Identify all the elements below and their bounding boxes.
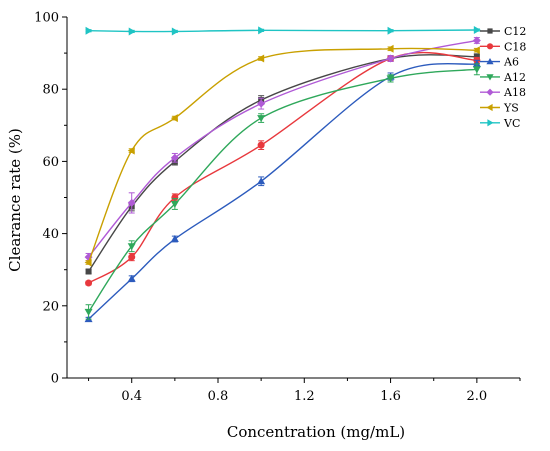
- x-tick-label: 0.8: [208, 389, 229, 404]
- data-point: [85, 268, 92, 275]
- series-line: [87, 47, 477, 263]
- data-point: [127, 198, 136, 207]
- data-point: [473, 53, 480, 60]
- series-line: [87, 68, 477, 313]
- series-a18: [84, 36, 481, 262]
- legend-label: C12: [504, 25, 526, 38]
- data-point: [85, 26, 93, 35]
- legend: C12 C18 A6 A12 A18 YS VC: [480, 25, 526, 130]
- x-tick-label: 1.6: [380, 389, 401, 404]
- axes: 0 20 40 60 80 100 0.4 0.8 1.2 1.6 2.0: [34, 11, 521, 404]
- data-point: [257, 141, 265, 149]
- legend-label: A12: [503, 71, 526, 84]
- data-point: [170, 114, 178, 123]
- legend-item-vc: VC: [480, 117, 520, 130]
- legend-item-a6: A6: [480, 56, 519, 69]
- series-line: [88, 62, 477, 320]
- legend-label: C18: [504, 40, 526, 53]
- data-point: [170, 200, 179, 208]
- legend-item-ys: YS: [480, 102, 519, 115]
- x-tick-label: 0.4: [121, 389, 142, 404]
- series-line: [88, 39, 478, 258]
- data-point: [386, 54, 395, 63]
- data-point: [84, 308, 93, 316]
- legend-marker: [486, 88, 494, 96]
- legend-label: YS: [503, 102, 519, 115]
- data-point: [473, 25, 481, 34]
- y-axis-title: Clearance rate (%): [6, 128, 24, 272]
- legend-item-a12: A12: [480, 71, 526, 84]
- data-point: [171, 194, 179, 201]
- legend-label: VC: [503, 117, 520, 130]
- data-point: [127, 274, 136, 282]
- legend-marker: [487, 119, 494, 127]
- y-tick-label: 20: [42, 299, 59, 314]
- data-point: [257, 54, 265, 63]
- series-c18: [85, 51, 481, 287]
- data-point: [171, 27, 179, 36]
- series-layer: [84, 25, 481, 323]
- x-tick-label: 2.0: [467, 389, 488, 404]
- x-tick-label: 1.2: [294, 389, 315, 404]
- data-point: [170, 153, 179, 162]
- data-point: [128, 253, 136, 261]
- series-ys: [84, 44, 480, 267]
- y-tick-label: 40: [42, 227, 59, 242]
- legend-marker: [486, 103, 493, 112]
- data-point: [387, 26, 395, 35]
- data-point: [257, 115, 266, 123]
- data-point: [128, 27, 136, 36]
- data-point: [258, 26, 266, 35]
- data-point: [127, 243, 136, 251]
- data-point: [127, 146, 135, 155]
- data-point: [257, 177, 266, 185]
- data-point: [472, 66, 481, 74]
- legend-item-c18: C18: [480, 40, 526, 53]
- legend-item-c12: C12: [480, 25, 526, 38]
- data-point: [472, 46, 480, 55]
- data-point: [170, 235, 179, 243]
- legend-marker: [487, 28, 493, 34]
- legend-marker: [486, 58, 494, 65]
- y-tick-label: 80: [42, 83, 59, 98]
- series-a12: [84, 63, 481, 320]
- data-point: [84, 258, 92, 267]
- y-tick-label: 0: [51, 372, 59, 387]
- series-line: [88, 51, 477, 284]
- data-point: [386, 44, 394, 53]
- legend-marker: [486, 74, 494, 81]
- x-axis-title: Concentration (mg/mL): [227, 423, 405, 441]
- legend-marker: [486, 43, 494, 50]
- data-point: [85, 279, 93, 287]
- data-point: [257, 99, 266, 108]
- data-point: [472, 36, 481, 45]
- y-tick-label: 100: [34, 11, 59, 26]
- data-point: [386, 75, 395, 83]
- legend-label: A18: [503, 86, 526, 99]
- series-vc: [85, 25, 481, 36]
- legend-item-a18: A18: [480, 86, 526, 99]
- y-tick-label: 60: [42, 155, 59, 170]
- series-line: [88, 29, 477, 33]
- legend-label: A6: [503, 56, 519, 69]
